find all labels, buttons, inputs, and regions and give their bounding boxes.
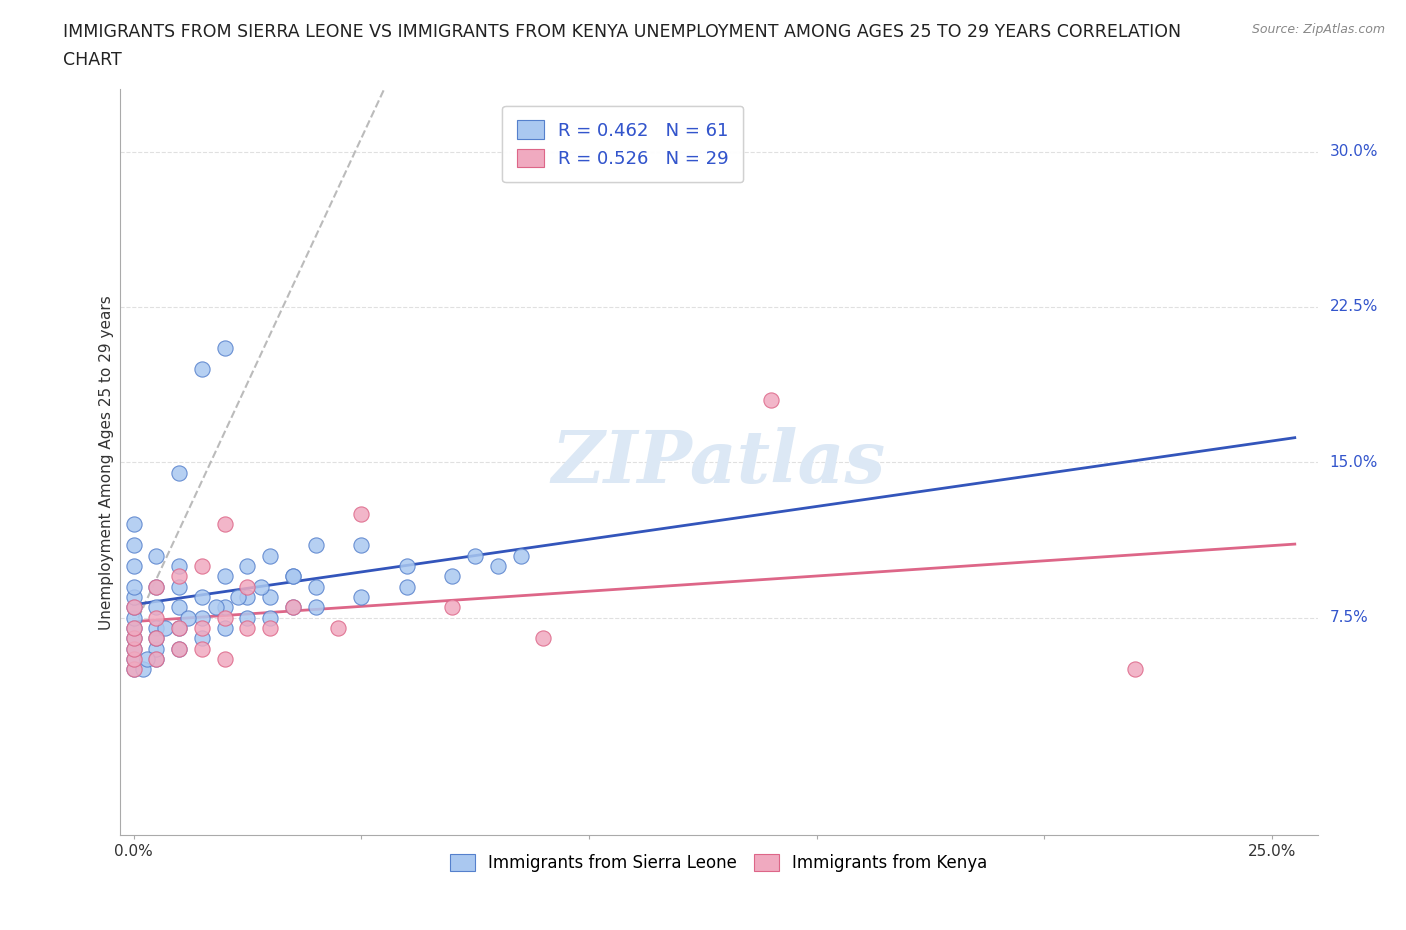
Point bbox=[122, 600, 145, 615]
Point bbox=[759, 392, 782, 407]
Point bbox=[136, 652, 159, 667]
Point bbox=[122, 662, 145, 677]
Point bbox=[395, 558, 418, 573]
Point bbox=[167, 558, 190, 573]
Text: IMMIGRANTS FROM SIERRA LEONE VS IMMIGRANTS FROM KENYA UNEMPLOYMENT AMONG AGES 25: IMMIGRANTS FROM SIERRA LEONE VS IMMIGRAN… bbox=[63, 23, 1181, 41]
Point bbox=[281, 600, 304, 615]
Point bbox=[191, 642, 214, 657]
Point bbox=[122, 579, 145, 594]
Point bbox=[145, 579, 167, 594]
Point bbox=[122, 620, 145, 635]
Point bbox=[145, 631, 167, 645]
Point bbox=[441, 600, 464, 615]
Point bbox=[236, 558, 259, 573]
Point bbox=[214, 341, 236, 356]
Point bbox=[236, 620, 259, 635]
Point bbox=[350, 538, 373, 552]
Point bbox=[167, 642, 190, 657]
Point bbox=[145, 652, 167, 667]
Point bbox=[350, 590, 373, 604]
Point bbox=[145, 548, 167, 563]
Point bbox=[259, 610, 281, 625]
Point bbox=[250, 579, 273, 594]
Text: Source: ZipAtlas.com: Source: ZipAtlas.com bbox=[1251, 23, 1385, 36]
Point bbox=[1125, 662, 1147, 677]
Point bbox=[259, 548, 281, 563]
Point bbox=[226, 590, 249, 604]
Point bbox=[281, 600, 304, 615]
Point bbox=[167, 620, 190, 635]
Point bbox=[214, 600, 236, 615]
Point bbox=[441, 569, 464, 584]
Text: 7.5%: 7.5% bbox=[1330, 610, 1368, 625]
Point bbox=[214, 517, 236, 532]
Point bbox=[122, 610, 145, 625]
Point bbox=[122, 538, 145, 552]
Point bbox=[281, 569, 304, 584]
Point bbox=[177, 610, 200, 625]
Point bbox=[305, 600, 328, 615]
Point bbox=[350, 507, 373, 522]
Point bbox=[131, 662, 153, 677]
Point bbox=[191, 362, 214, 377]
Point bbox=[122, 662, 145, 677]
Point bbox=[145, 631, 167, 645]
Point bbox=[191, 620, 214, 635]
Point bbox=[531, 631, 554, 645]
Point bbox=[122, 652, 145, 667]
Text: 30.0%: 30.0% bbox=[1330, 144, 1378, 159]
Point bbox=[214, 652, 236, 667]
Point bbox=[122, 600, 145, 615]
Point bbox=[395, 579, 418, 594]
Point bbox=[191, 558, 214, 573]
Point bbox=[214, 620, 236, 635]
Point bbox=[167, 620, 190, 635]
Point bbox=[145, 620, 167, 635]
Point bbox=[167, 642, 190, 657]
Point bbox=[281, 569, 304, 584]
Point bbox=[122, 620, 145, 635]
Point bbox=[191, 631, 214, 645]
Point bbox=[191, 610, 214, 625]
Point bbox=[145, 600, 167, 615]
Point bbox=[236, 590, 259, 604]
Point bbox=[145, 642, 167, 657]
Point bbox=[122, 631, 145, 645]
Point bbox=[214, 569, 236, 584]
Point bbox=[509, 548, 531, 563]
Point bbox=[305, 538, 328, 552]
Text: ZIPatlas: ZIPatlas bbox=[551, 427, 886, 498]
Point bbox=[204, 600, 226, 615]
Point bbox=[167, 579, 190, 594]
Point bbox=[122, 652, 145, 667]
Point bbox=[122, 642, 145, 657]
Point bbox=[145, 652, 167, 667]
Legend: R = 0.462   N = 61, R = 0.526   N = 29: R = 0.462 N = 61, R = 0.526 N = 29 bbox=[502, 106, 744, 182]
Point bbox=[145, 610, 167, 625]
Point bbox=[155, 620, 177, 635]
Point bbox=[464, 548, 486, 563]
Point bbox=[191, 590, 214, 604]
Point bbox=[167, 600, 190, 615]
Point bbox=[122, 590, 145, 604]
Text: 15.0%: 15.0% bbox=[1330, 455, 1378, 470]
Point bbox=[122, 642, 145, 657]
Point bbox=[236, 610, 259, 625]
Point bbox=[259, 620, 281, 635]
Point bbox=[214, 610, 236, 625]
Text: CHART: CHART bbox=[63, 51, 122, 69]
Point bbox=[486, 558, 509, 573]
Point bbox=[167, 569, 190, 584]
Point bbox=[305, 579, 328, 594]
Point bbox=[122, 517, 145, 532]
Point bbox=[167, 465, 190, 480]
Text: 22.5%: 22.5% bbox=[1330, 299, 1378, 314]
Point bbox=[328, 620, 350, 635]
Y-axis label: Unemployment Among Ages 25 to 29 years: Unemployment Among Ages 25 to 29 years bbox=[100, 295, 114, 630]
Point bbox=[236, 579, 259, 594]
Point bbox=[122, 558, 145, 573]
Point bbox=[259, 590, 281, 604]
Point bbox=[145, 579, 167, 594]
Point bbox=[122, 631, 145, 645]
